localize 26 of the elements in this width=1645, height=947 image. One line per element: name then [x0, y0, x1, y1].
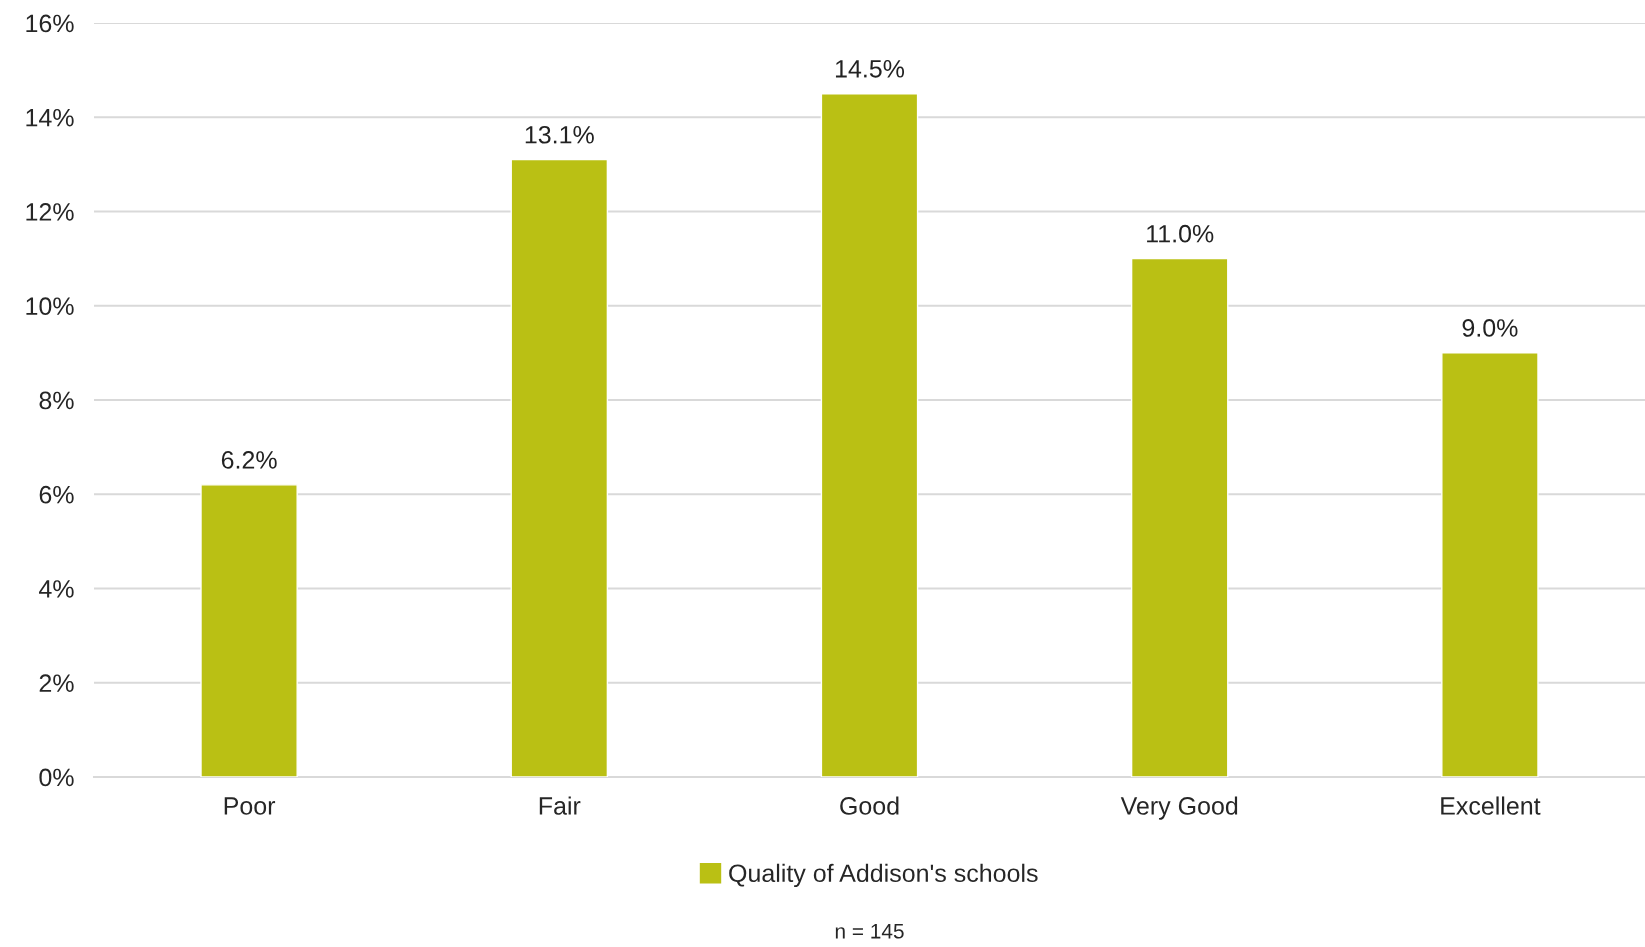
y-tick-label: 4% [39, 580, 74, 598]
data-label: 11.0% [1147, 224, 1214, 243]
y-tick-label: 16% [26, 14, 74, 33]
y-tick-label: 12% [26, 203, 74, 221]
y-tick-label: 8% [39, 391, 74, 410]
bar [200, 484, 298, 777]
y-tick-label: 14% [26, 108, 74, 127]
y-tick-label: 2% [39, 674, 74, 692]
bar [820, 92, 919, 777]
y-tick-label: 6% [39, 485, 74, 504]
data-label: 9.0% [1462, 319, 1518, 337]
y-tick-label: 0% [39, 768, 74, 787]
bar [510, 158, 609, 777]
data-label: 13.1% [525, 125, 594, 144]
x-tick-label: Excellent [1441, 796, 1541, 815]
x-tick-label: Good [840, 796, 899, 815]
x-tick-label: Poor [224, 797, 276, 815]
text: n = 145 [835, 924, 904, 939]
legend-label: Quality of Addison's schools [729, 863, 1038, 888]
x-tick-label: Very Good [1120, 796, 1238, 820]
bar [1130, 257, 1229, 777]
data-label: 6.2% [221, 451, 277, 469]
data-label: 14.5% [835, 60, 905, 78]
x-tick-label: Fair [539, 796, 581, 815]
y-tick-label: 10% [26, 297, 74, 316]
bar [1441, 352, 1539, 777]
